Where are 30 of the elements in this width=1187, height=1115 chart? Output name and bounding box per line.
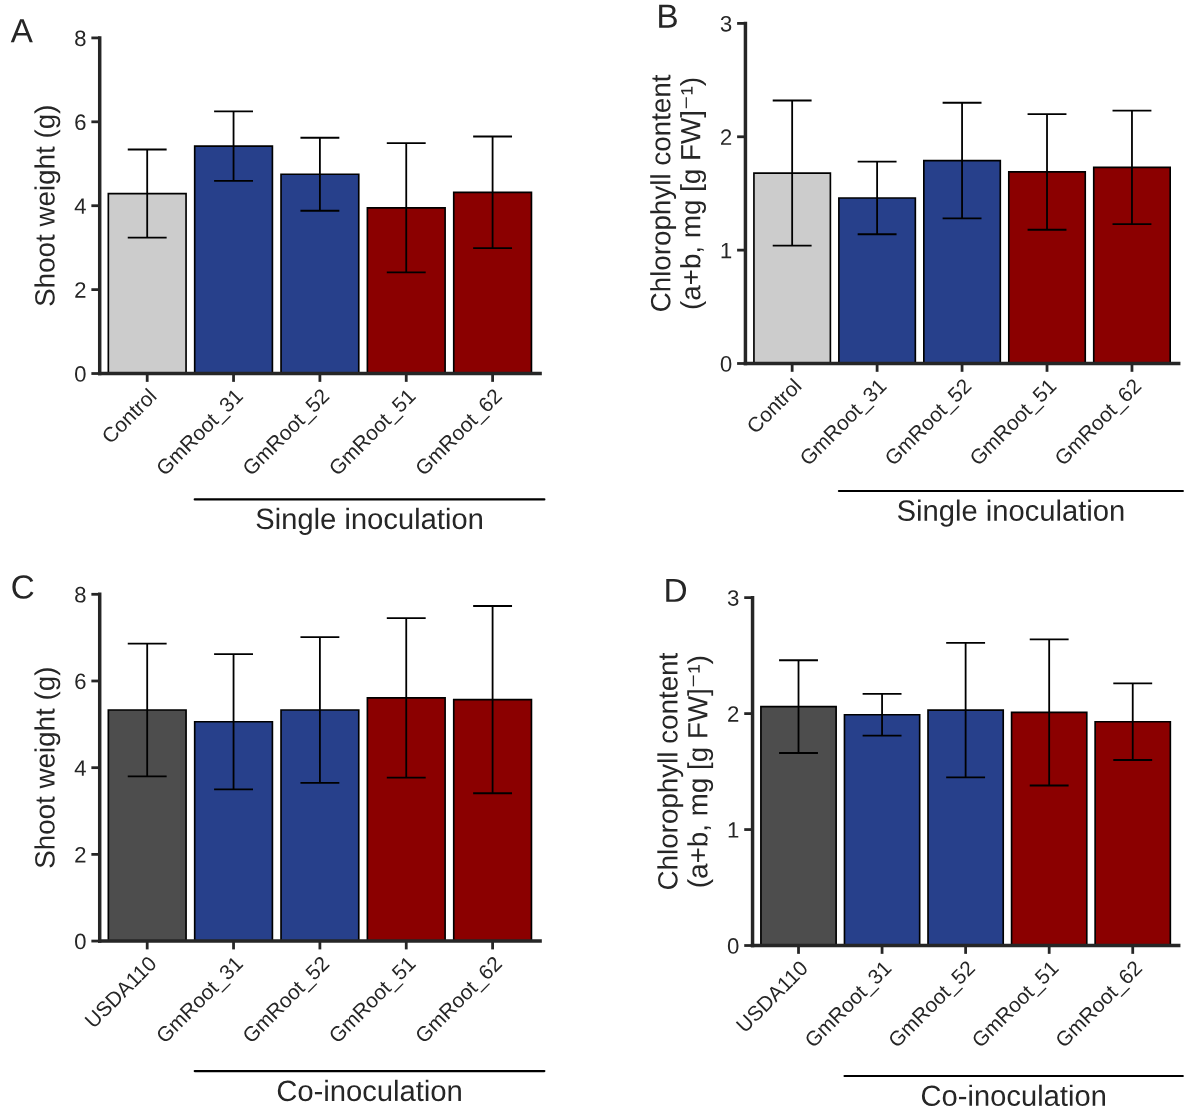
y-tick-label: 4 [74, 198, 86, 214]
y-tick-label: 3 [720, 15, 732, 32]
text: Single inoculation [897, 499, 1124, 527]
y-tick-label: 2 [721, 129, 732, 145]
y-tick-label: 2 [728, 706, 739, 722]
y-tick-label: 0 [75, 933, 86, 950]
y-tick-label: 1 [728, 822, 739, 838]
chart-title: C [12, 575, 34, 599]
chart-title: B [659, 4, 677, 28]
y-tick-label: 2 [75, 846, 86, 863]
y-axis-title: Chlorophyll content (a+b, mg [g FW]⁻¹) [657, 652, 714, 890]
y-tick-label: 8 [75, 30, 86, 47]
y-tick-label: 8 [75, 586, 86, 603]
y-tick-label: 0 [75, 366, 86, 382]
y-axis-title: Shoot weight (g) [34, 106, 61, 306]
y-tick-label: 1 [721, 242, 732, 259]
y-tick-label: 6 [75, 114, 86, 131]
y-axis-title: Chlorophyll content (a+b, mg [g FW]⁻¹) [650, 74, 706, 311]
y-tick-label: 6 [75, 673, 86, 690]
chart-title: A [10, 19, 33, 43]
y-tick-label: 4 [74, 760, 86, 776]
y-tick-label: 3 [727, 590, 739, 606]
chart-title: D [666, 578, 687, 602]
text: Co-inoculation [277, 1079, 461, 1102]
text: Co-inoculation [921, 1084, 1106, 1107]
y-tick-label: 0 [720, 356, 732, 372]
y-tick-label: 0 [727, 938, 739, 954]
y-tick-label: 2 [75, 282, 86, 298]
y-axis-title: Shoot weight (g) [34, 668, 61, 868]
text: Single inoculation [256, 507, 482, 535]
